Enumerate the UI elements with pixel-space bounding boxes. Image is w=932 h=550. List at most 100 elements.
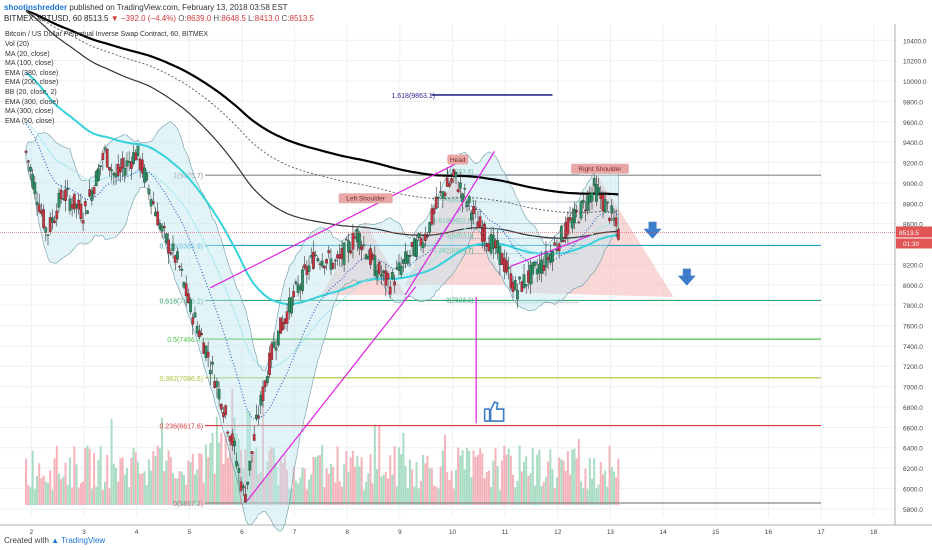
volume-bar [428, 468, 431, 505]
volume-bar [125, 468, 128, 505]
candle-body [259, 394, 263, 406]
candle-body [241, 485, 245, 489]
tradingview-logo-icon[interactable]: ▲ [51, 536, 60, 545]
candle-body [487, 243, 491, 252]
volume-bar [435, 486, 438, 505]
x-tick-label: 12 [554, 529, 562, 536]
candle-body [573, 208, 576, 224]
x-tick-label: 9 [398, 529, 402, 536]
candle-body [222, 412, 225, 418]
close-value: 8513.5 [289, 14, 314, 23]
ema-200-line [25, 10, 619, 239]
y-tick-label: 9000.0 [903, 181, 923, 188]
x-tick-label: 13 [607, 529, 615, 536]
fib-label: 0(5857.2) [173, 501, 203, 508]
thumbs-up-icon [483, 408, 491, 422]
candle-body [81, 220, 85, 224]
tradingview-brand[interactable]: TradingView [61, 536, 106, 545]
candle-body [239, 481, 243, 491]
candle-body [59, 189, 63, 200]
price-tag-box [896, 226, 932, 238]
candle-body [406, 255, 410, 264]
candle-body [524, 284, 528, 287]
indicator-entry[interactable]: EMA (300, close) [5, 98, 59, 106]
volume-bar [606, 486, 609, 505]
candle-body [472, 206, 475, 215]
volume-bar [446, 472, 449, 505]
indicator-entry[interactable]: MA (300, close) [5, 108, 54, 116]
volume-bar [496, 466, 499, 505]
indicator-entry[interactable]: MA (20, close) [5, 50, 50, 58]
candle-body [145, 172, 149, 181]
volume-bar [261, 398, 264, 505]
candle-body [134, 152, 138, 161]
volume-bar [95, 486, 98, 505]
candle-body [257, 415, 260, 418]
candle-body [198, 330, 201, 338]
indicator-entry[interactable]: EMA (380, close) [5, 69, 59, 77]
candle-body [127, 161, 131, 163]
x-tick-label: 10 [449, 529, 457, 536]
indicator-entry[interactable]: BB (20, close, 2) [5, 88, 57, 96]
author-name[interactable]: shootinshredder [4, 3, 68, 12]
fib-label: 0.5(7466.4) [167, 337, 203, 344]
candle-body [55, 210, 59, 220]
created-with-label: Created with [4, 536, 49, 545]
volume-bar [121, 457, 124, 505]
volume-bar [29, 487, 32, 505]
candle-body [184, 283, 188, 297]
candle-body [44, 227, 48, 233]
volume-bar [31, 450, 34, 505]
candle-body [428, 221, 432, 233]
volume-bar [321, 445, 324, 505]
candle-body [353, 236, 357, 239]
candle-body [235, 461, 238, 467]
candle-body [320, 260, 324, 267]
volume-bar [362, 489, 365, 505]
candle-body [358, 233, 361, 249]
candle-body [103, 147, 107, 150]
volume-bar [404, 465, 407, 505]
indicator-entry[interactable]: MA (100, close) [5, 60, 54, 68]
x-tick-label: 15 [712, 529, 720, 536]
volume-bar [610, 466, 613, 505]
candle-body [303, 264, 306, 269]
volume-bar [360, 457, 363, 505]
candle-body [531, 262, 535, 275]
candle-body [421, 242, 425, 249]
volume-bar [112, 463, 115, 505]
volume-bar [334, 482, 337, 505]
candle-body [592, 178, 596, 187]
volume-bar [367, 473, 370, 505]
volume-bar [593, 458, 596, 505]
candle-body [224, 405, 228, 416]
candle-body [112, 172, 116, 176]
candle-body [496, 240, 500, 254]
volume-bar [33, 488, 36, 505]
candle-body [255, 414, 258, 419]
candle-body [502, 257, 506, 272]
candle-body [494, 240, 497, 248]
candle-body [342, 242, 346, 265]
candle-body [121, 158, 124, 169]
candle-body [208, 370, 212, 375]
candle-body [581, 200, 585, 203]
candle-body [279, 317, 282, 334]
indicator-entry[interactable]: Vol (20) [5, 41, 30, 48]
price-axis-bg [895, 0, 932, 550]
candle-body [489, 234, 493, 254]
volume-bar [617, 458, 620, 505]
volume-bar [183, 475, 185, 505]
candle-body [88, 189, 92, 197]
volume-bar [222, 463, 225, 505]
volume-bar [553, 487, 556, 505]
indicator-entry[interactable]: EMA (50, close) [5, 117, 55, 125]
indicator-entry[interactable]: EMA (200, close) [5, 79, 59, 87]
candle-body [347, 240, 350, 253]
candle-body [498, 246, 502, 265]
symbol-name[interactable]: BITMEX:XBTUSD, 60 [4, 14, 82, 23]
volume-bar [314, 457, 317, 505]
candle-body [586, 195, 589, 211]
volume-bar [294, 480, 297, 505]
